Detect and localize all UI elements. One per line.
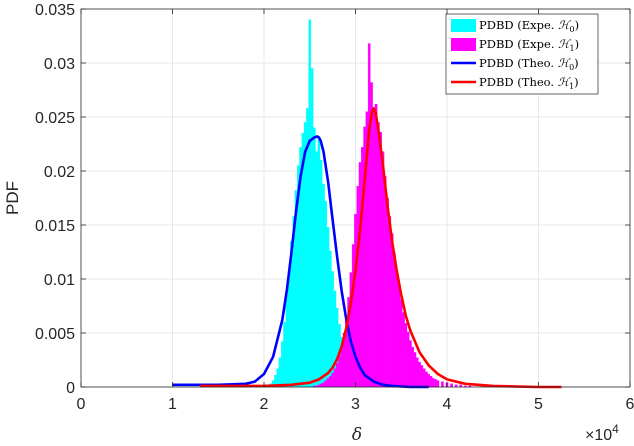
hist-bar-h1 [397, 285, 401, 388]
hist-bar-h1 [383, 176, 387, 388]
hist-bar-h1 [335, 363, 339, 388]
hist-bar-h0 [322, 183, 325, 388]
hist-bar-h0 [281, 341, 284, 388]
y-tick-label: 0.02 [44, 164, 75, 181]
x-tick-label: 2 [260, 396, 269, 413]
hist-bar-h1 [434, 379, 437, 388]
hist-bar-h1 [372, 111, 376, 388]
legend-swatch-expe-h1 [451, 38, 476, 51]
hist-bar-h0 [329, 250, 332, 388]
legend-label-theo-h0: PDBD (Theo. ℋ0) [479, 56, 579, 72]
hist-bar-h1 [415, 357, 419, 388]
y-tick-label: 0.015 [35, 218, 75, 235]
hist-bar-h1 [367, 43, 371, 388]
hist-bar-h1 [381, 151, 385, 388]
hist-bar-h0 [283, 322, 286, 388]
hist-bar-h1 [427, 373, 430, 388]
hist-bar-h1 [319, 383, 323, 388]
hist-bar-h1 [351, 244, 355, 388]
x-axis-label: δ [352, 425, 362, 445]
hist-bar-h0 [310, 68, 314, 388]
x-axis-multiplier: ×104 [585, 422, 619, 444]
hist-bar-h1 [358, 162, 362, 388]
legend-label-expe-h1: PDBD (Expe. ℋ1) [479, 37, 579, 53]
y-tick-label: 0.01 [44, 272, 75, 289]
hist-bar-h1 [333, 368, 337, 388]
x-tick-label: 5 [534, 396, 543, 413]
y-tick-label: 0 [66, 380, 75, 397]
hist-bar-h1 [409, 340, 412, 388]
hist-bar-h1 [404, 323, 408, 388]
y-tick-labels: 0 0.005 0.01 0.015 0.02 0.025 0.03 0.035 [35, 2, 75, 397]
hist-bar-h1 [379, 131, 382, 388]
hist-bar-h1 [402, 312, 405, 388]
theo-curve-h0 [172, 135, 429, 389]
hist-bar-h1 [386, 197, 389, 388]
x-tick-label: 0 [77, 396, 86, 413]
hist-bar-h0 [313, 127, 316, 388]
hist-bar-h1 [436, 380, 440, 388]
legend-label-theo-h1: PDBD (Theo. ℋ1) [479, 75, 579, 91]
x-tick-label: 4 [443, 396, 452, 413]
theo-curve-h1 [199, 107, 562, 389]
hist-bar-h1 [425, 371, 428, 388]
hist-bar-h0 [285, 295, 289, 388]
hist-bar-h1 [450, 383, 453, 388]
hist-bar-h0 [317, 136, 321, 388]
hist-bar-h1 [395, 270, 398, 388]
theoretical-curves [172, 107, 562, 389]
hist-bar-h1 [338, 355, 341, 388]
hist-bar-h0 [315, 151, 318, 388]
hist-bar-h1 [413, 352, 417, 388]
hist-bar-h1 [406, 331, 410, 388]
hist-bar-h1 [422, 368, 426, 388]
hist-bar-h1 [390, 233, 394, 388]
hist-bar-h0 [308, 19, 312, 388]
hist-bar-h1 [429, 376, 433, 388]
hist-bar-h1 [331, 372, 334, 388]
y-axis-label: PDF [3, 181, 22, 215]
axis-ticks [80, 8, 631, 388]
x-tick-label: 1 [168, 396, 177, 413]
hist-bar-h1 [388, 216, 392, 388]
hist-bar-h1 [324, 380, 328, 388]
hist-bar-h1 [322, 382, 325, 388]
hist-bar-h1 [411, 346, 414, 388]
hist-bar-h1 [420, 365, 424, 388]
hist-bar-h1 [374, 103, 378, 388]
hist-bar-h0 [319, 160, 323, 388]
histogram-bars [269, 19, 472, 388]
x-tick-label: 6 [626, 396, 634, 413]
x-tick-labels: 0 1 2 3 4 5 6 [77, 396, 634, 413]
hist-bar-h1 [418, 362, 421, 388]
x-tick-label: 3 [351, 396, 360, 413]
y-tick-label: 0.03 [44, 56, 75, 73]
legend-label-expe-h0: PDBD (Expe. ℋ0) [479, 18, 579, 34]
hist-bar-h1 [441, 381, 444, 388]
y-tick-label: 0.005 [35, 326, 75, 343]
hist-bar-h0 [326, 227, 330, 388]
hist-bar-h1 [377, 122, 380, 388]
y-tick-label: 0.025 [35, 110, 75, 127]
hist-bar-h1 [356, 185, 360, 388]
hist-bar-h1 [431, 378, 435, 388]
hist-bar-h1 [399, 299, 403, 388]
hist-bar-h0 [324, 201, 328, 388]
legend-swatch-expe-h0 [451, 19, 476, 32]
hist-bar-h0 [278, 357, 282, 388]
legend: PDBD (Expe. ℋ0) PDBD (Expe. ℋ1) PDBD (Theo… [445, 13, 599, 95]
y-tick-label: 0.035 [35, 2, 75, 19]
hist-bar-h1 [393, 252, 396, 388]
hist-bar-h1 [329, 376, 332, 388]
hist-bar-h1 [326, 378, 330, 388]
